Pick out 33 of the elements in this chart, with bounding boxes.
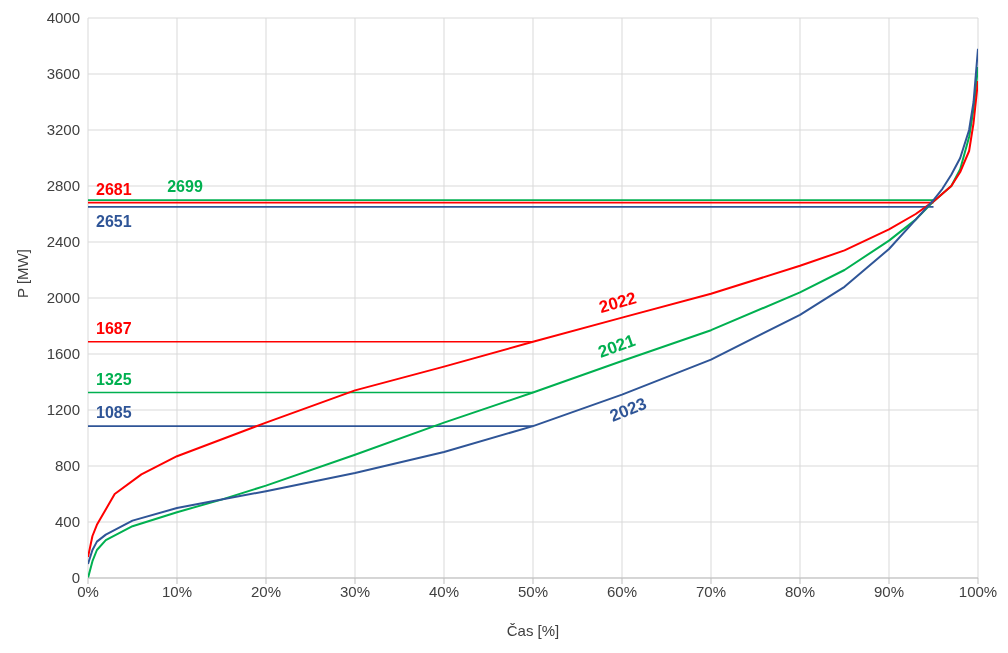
x-tick-label: 80%: [784, 582, 816, 600]
x-tick-label: 70%: [695, 582, 727, 600]
data-label: 2681: [96, 180, 132, 198]
text: 2021: [595, 331, 638, 362]
x-tick-label: 60%: [606, 582, 638, 600]
y-tick-label: 2400: [46, 233, 80, 251]
data-label: 2651: [96, 212, 132, 230]
y-tick-label: 400: [54, 513, 80, 531]
y-tick-label: 1600: [46, 345, 80, 363]
y-tick-label: 1200: [46, 401, 80, 419]
x-axis-title: Čas [%]: [506, 622, 560, 639]
data-label: 1085: [96, 404, 132, 422]
data-label: 1687: [96, 319, 132, 337]
data-label: 1325: [96, 370, 132, 388]
x-tick-label: 40%: [428, 582, 460, 600]
x-tick-label: 100%: [958, 582, 998, 600]
y-tick-label: 4000: [46, 9, 80, 27]
x-tick-label: 50%: [517, 582, 549, 600]
x-tick-label: 20%: [250, 582, 282, 600]
x-tick-label: 0%: [77, 582, 99, 600]
y-tick-label: 800: [54, 457, 80, 475]
text: 2023: [607, 394, 650, 426]
x-tick-label: 90%: [873, 582, 905, 600]
y-tick-label: 2000: [46, 289, 80, 307]
y-tick-label: 0: [71, 569, 80, 587]
x-tick-label: 10%: [161, 582, 193, 600]
y-tick-label: 3200: [46, 121, 80, 139]
data-label: 2699: [167, 178, 203, 196]
x-tick-label: 30%: [339, 582, 371, 600]
y-tick-label: 3600: [46, 65, 80, 83]
text: 2022: [596, 288, 639, 318]
y-tick-label: 2800: [46, 177, 80, 195]
y-axis-title: P [MW]: [14, 249, 32, 298]
